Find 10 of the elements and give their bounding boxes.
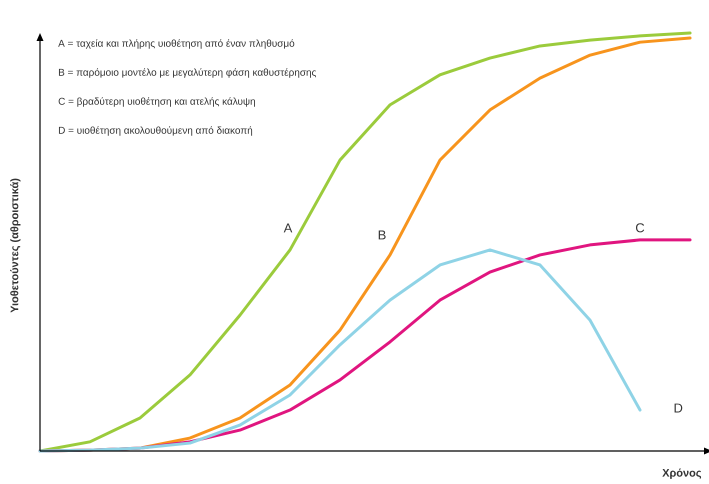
series-label: B bbox=[378, 230, 386, 240]
series-label: C bbox=[636, 223, 644, 232]
annotation: B = παρόμοιο μοντέλο με μεγαλύτερη φάση καθυστέρησης bbox=[58, 68, 316, 78]
text: D bbox=[674, 404, 682, 412]
annotation: A = ταχεία και πλήρης υιοθέτηση από έναν πληθυσμό bbox=[58, 39, 294, 49]
y-axis-title: Υιοθετούντες (αθροιστικά) bbox=[10, 178, 20, 313]
annotation: D = υιοθέτηση ακολουθούμενη από διακοπή bbox=[58, 126, 252, 136]
x-axis-title: Χρόνος bbox=[662, 468, 702, 479]
annotation: C = βραδύτερη υιοθέτηση και ατελής κάλυψη bbox=[58, 97, 255, 107]
series-label: A bbox=[284, 224, 292, 232]
